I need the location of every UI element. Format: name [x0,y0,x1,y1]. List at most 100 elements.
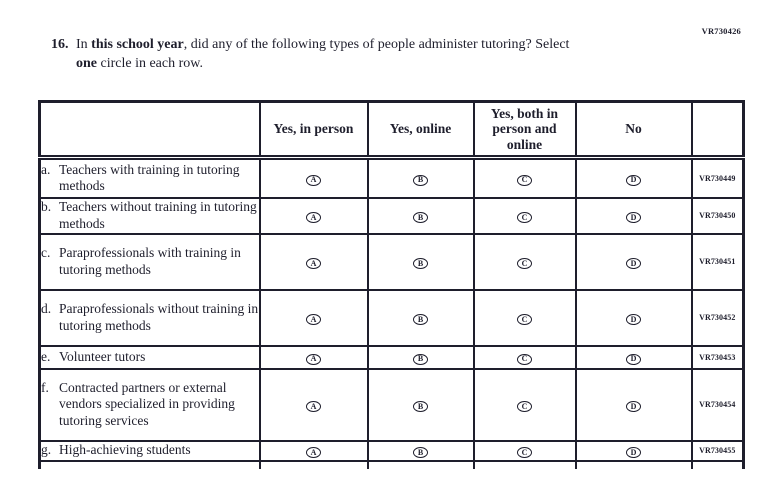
option-cell: C [472,439,577,462]
answer-bubble-c[interactable]: C [517,212,532,223]
row-label: Volunteer tutors [59,348,146,364]
option-cell: C [472,232,577,291]
row-code: VR730454 [690,367,745,442]
answer-bubble-a[interactable]: A [306,212,321,223]
question-text-bold: one [76,55,97,71]
option-cell: B [366,156,475,199]
row-label-cell: e. Volunteer tutors [38,344,261,370]
answer-bubble-b[interactable]: B [413,314,428,325]
option-cell: A [258,232,369,291]
option-cell: C [472,288,577,347]
row-code: VR730455 [690,439,745,462]
form-code: VR730426 [701,26,741,36]
answer-bubble-d[interactable]: D [626,314,641,325]
row-letter: e. [41,348,51,364]
table-header: Yes, in person Yes, online Yes, both in … [38,100,745,160]
row-code: VR730453 [690,344,745,370]
option-cell: B [366,367,475,442]
row-label: High-achieving students [59,442,191,458]
answer-bubble-c[interactable]: C [517,401,532,412]
table-row: a. Teachers with training in tutoring met… [38,156,745,199]
option-cell: B [366,439,475,462]
option-cell: B [366,288,475,347]
answer-bubble-a[interactable]: A [306,258,321,269]
row-label-cell: d. Paraprofessionals without training in … [38,288,261,347]
option-cell: A [258,156,369,199]
answer-bubble-c[interactable]: C [517,258,532,269]
row-label-column-header [38,100,261,160]
answer-bubble-d[interactable]: D [626,353,641,365]
row-label-cell: a. Teachers with training in tutoring met… [38,156,261,199]
table-row: c. Paraprofessionals with training in tut… [38,232,745,291]
answer-bubble-b[interactable]: B [413,353,428,365]
column-header-yes-online: Yes, online [366,100,475,160]
table-cutoff-stub [38,460,745,469]
row-code: VR730452 [690,288,745,347]
row-label-cell: f. Contracted partners or external vendor… [38,367,261,442]
row-letter: a. [41,161,51,177]
option-cell: C [472,156,577,199]
row-label: Paraprofessionals with training in tutor… [59,245,241,277]
question-text-segment: circle in each row. [97,55,203,71]
row-code: VR730451 [690,232,745,291]
answer-bubble-c[interactable]: C [517,447,532,458]
answer-bubble-d[interactable]: D [626,447,641,458]
question-text: In this school year, did any of the foll… [76,36,716,74]
column-header-no: No [574,100,693,160]
option-cell: D [574,288,693,347]
answer-bubble-b[interactable]: B [413,401,428,412]
option-cell: D [574,232,693,291]
answer-bubble-b[interactable]: B [413,447,428,458]
answer-bubble-c[interactable]: C [517,353,532,365]
answer-bubble-d[interactable]: D [626,401,641,412]
question-text-segment: , did any of the following types of peop… [183,37,570,52]
row-letter: c. [41,245,51,261]
row-label: Paraprofessionals without training in tu… [59,301,259,333]
option-cell: A [258,439,369,462]
table-row: g. High-achieving students A B C D VR730455 [38,439,745,462]
row-label: Teachers without training in tutoring me… [59,199,257,231]
option-cell: A [258,196,369,235]
cutoff-row [38,460,745,469]
table-body: a. Teachers with training in tutoring met… [38,156,745,462]
row-code: VR730450 [690,196,745,235]
answer-bubble-d[interactable]: D [626,258,641,269]
answer-bubble-a[interactable]: A [306,314,321,325]
answer-bubble-a[interactable]: A [306,401,321,412]
answer-bubble-a[interactable]: A [306,447,321,458]
answer-bubble-b[interactable]: B [413,174,428,186]
option-cell: A [258,344,369,370]
row-label-cell: b. Teachers without training in tutoring … [38,196,261,235]
row-letter: g. [41,442,52,458]
option-cell: D [574,156,693,199]
option-cell: B [366,344,475,370]
answer-bubble-b[interactable]: B [413,258,428,269]
answer-bubble-a[interactable]: A [306,353,321,365]
answer-bubble-c[interactable]: C [517,174,532,186]
row-letter: f. [41,379,49,395]
option-cell: C [472,196,577,235]
option-cell: C [472,344,577,370]
row-label-cell: g. High-achieving students [38,439,261,462]
option-cell: D [574,439,693,462]
row-label-cell: c. Paraprofessionals with training in tut… [38,232,261,291]
answer-bubble-c[interactable]: C [517,314,532,325]
answer-bubble-d[interactable]: D [626,174,641,186]
table-row: d. Paraprofessionals without training in … [38,288,745,347]
column-header-yes-both: Yes, both in person and online [472,100,577,160]
answer-bubble-d[interactable]: D [626,212,641,223]
table-row: e. Volunteer tutors A B C D VR730453 [38,344,745,370]
question-number: 16. [51,37,69,52]
answer-bubble-a[interactable]: A [306,174,321,186]
answer-bubble-b[interactable]: B [413,212,428,223]
column-header-yes-in-person: Yes, in person [258,100,369,160]
question-text-bold: this school year [91,37,184,52]
question-text-segment: In [76,37,92,52]
option-cell: D [574,344,693,370]
option-cell: D [574,196,693,235]
code-column-header [690,100,745,160]
row-label: Teachers with training in tutoring metho… [59,161,240,194]
row-letter: d. [41,301,52,317]
row-letter: b. [41,199,52,215]
